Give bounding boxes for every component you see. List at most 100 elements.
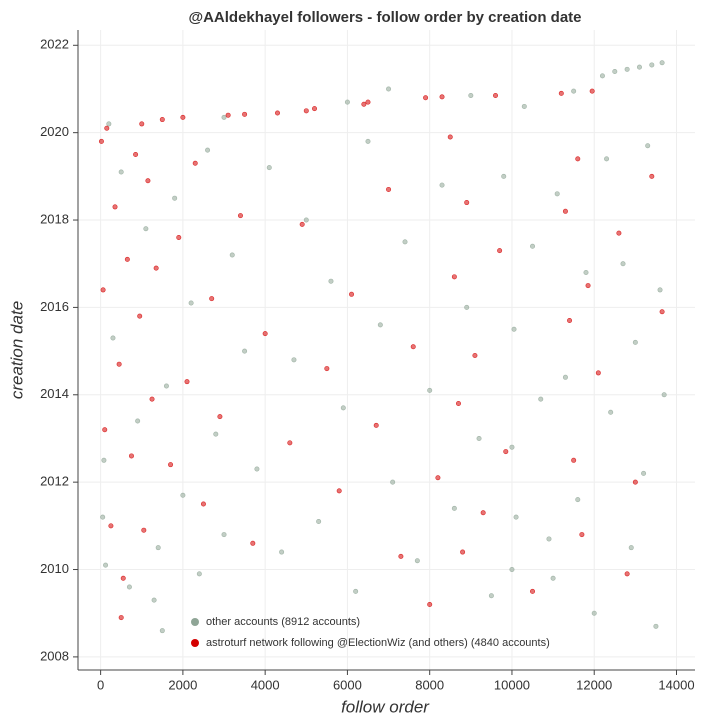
point: [176, 235, 182, 241]
y-tick-label: 2012: [40, 474, 69, 489]
point: [135, 418, 141, 424]
point: [659, 309, 665, 315]
point: [575, 497, 581, 503]
point: [538, 396, 544, 402]
y-tick-label: 2020: [40, 124, 69, 139]
point: [447, 134, 453, 140]
point: [155, 545, 161, 551]
point: [221, 114, 227, 120]
point: [303, 108, 309, 114]
point: [661, 392, 667, 398]
point: [562, 374, 568, 380]
point: [585, 283, 591, 289]
y-tick-label: 2016: [40, 299, 69, 314]
point: [612, 69, 618, 75]
legend-marker: [191, 639, 199, 647]
point: [217, 414, 223, 420]
point: [390, 479, 396, 485]
point: [493, 93, 499, 99]
y-tick-label: 2018: [40, 211, 69, 226]
point: [530, 243, 536, 249]
point: [108, 523, 114, 529]
point: [312, 106, 318, 112]
point: [562, 208, 568, 214]
x-tick-label: 10000: [494, 677, 530, 692]
point: [205, 147, 211, 153]
point: [649, 62, 655, 68]
point: [657, 287, 663, 293]
point: [229, 252, 235, 258]
point: [620, 261, 626, 267]
point: [250, 540, 256, 546]
point: [184, 379, 190, 385]
point: [159, 117, 165, 123]
point: [316, 518, 322, 524]
point: [649, 173, 655, 179]
point: [112, 204, 118, 210]
point: [237, 213, 243, 219]
point: [509, 444, 515, 450]
point: [571, 457, 577, 463]
point: [126, 584, 132, 590]
point: [324, 366, 330, 372]
point: [128, 453, 134, 459]
y-tick-label: 2014: [40, 386, 69, 401]
point: [530, 588, 536, 594]
point: [163, 383, 169, 389]
point: [439, 94, 445, 100]
point: [653, 623, 659, 629]
point: [101, 457, 107, 463]
point: [575, 156, 581, 162]
point: [98, 138, 104, 144]
point: [373, 422, 379, 428]
x-tick-label: 2000: [168, 677, 197, 692]
point: [595, 370, 601, 376]
point: [196, 571, 202, 577]
point: [104, 125, 110, 131]
point: [641, 470, 647, 476]
point: [488, 593, 494, 599]
point: [141, 527, 147, 533]
point: [287, 440, 293, 446]
point: [503, 449, 509, 455]
point: [159, 628, 165, 634]
x-tick-label: 14000: [658, 677, 694, 692]
y-axis-label: creation date: [7, 301, 26, 399]
point: [439, 182, 445, 188]
point: [139, 121, 145, 127]
point: [303, 217, 309, 223]
point: [427, 601, 433, 607]
point: [266, 165, 272, 171]
point: [554, 191, 560, 197]
point: [180, 114, 186, 120]
point: [172, 195, 178, 201]
point: [102, 427, 108, 433]
point: [468, 93, 474, 99]
point: [149, 396, 155, 402]
point: [116, 361, 122, 367]
point: [361, 101, 367, 107]
point: [103, 562, 109, 568]
point: [365, 138, 371, 144]
point: [579, 532, 585, 538]
point: [583, 269, 589, 275]
point: [604, 156, 610, 162]
legend-text: astroturf network following @ElectionWiz…: [206, 637, 550, 649]
point: [242, 111, 248, 117]
point: [213, 431, 219, 437]
point: [225, 112, 231, 118]
point: [511, 326, 517, 332]
x-tick-label: 0: [97, 677, 104, 692]
point: [100, 514, 106, 520]
point: [636, 64, 642, 70]
point: [200, 501, 206, 507]
x-tick-label: 4000: [251, 677, 280, 692]
y-tick-label: 2008: [40, 648, 69, 663]
point: [274, 110, 280, 116]
point: [398, 553, 404, 559]
point: [328, 278, 334, 284]
point: [472, 352, 478, 358]
point: [513, 514, 519, 520]
point: [188, 300, 194, 306]
